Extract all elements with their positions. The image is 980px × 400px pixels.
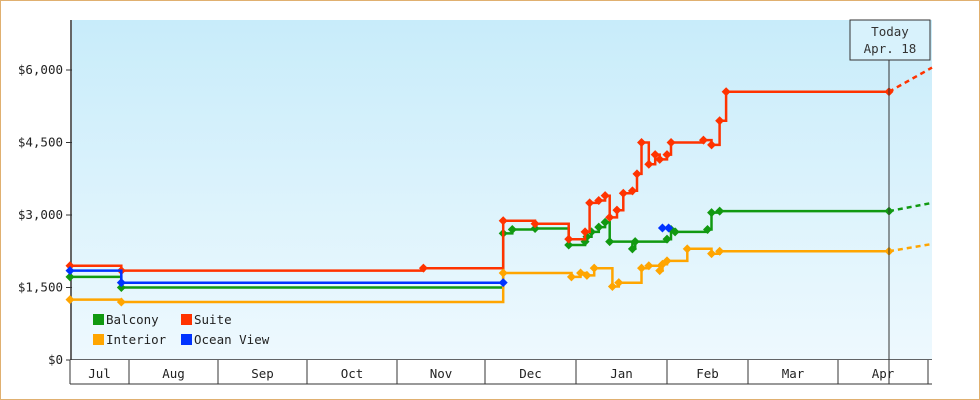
data-point[interactable] — [65, 266, 75, 276]
legend-swatch — [181, 314, 192, 325]
today-box — [849, 19, 931, 61]
legend-swatch — [181, 334, 192, 345]
legend-label: Interior — [106, 332, 167, 347]
data-point[interactable] — [580, 227, 590, 237]
plot-background — [72, 20, 932, 360]
month-label: Nov — [430, 366, 453, 381]
data-point[interactable] — [582, 270, 592, 280]
data-point[interactable] — [116, 283, 126, 292]
data-point[interactable] — [630, 237, 640, 247]
data-point[interactable] — [618, 188, 628, 198]
data-point[interactable] — [707, 249, 717, 259]
data-point[interactable] — [65, 295, 75, 305]
data-point[interactable] — [627, 244, 637, 254]
data-point[interactable] — [666, 138, 676, 147]
data-point[interactable] — [715, 246, 725, 256]
data-point[interactable] — [662, 150, 672, 160]
data-point[interactable] — [507, 225, 517, 234]
data-point[interactable] — [116, 278, 126, 288]
data-point[interactable] — [116, 297, 126, 307]
month-label: Oct — [341, 366, 364, 381]
data-point[interactable] — [605, 237, 615, 247]
data-point[interactable] — [566, 272, 576, 282]
data-point[interactable] — [498, 278, 508, 288]
month-label: Dec — [519, 366, 542, 381]
today-date: Apr. 18 — [864, 41, 917, 56]
data-point[interactable] — [707, 208, 717, 218]
data-point[interactable] — [707, 140, 717, 150]
data-point[interactable] — [721, 87, 731, 97]
data-point[interactable] — [498, 216, 508, 226]
data-point[interactable] — [664, 223, 674, 233]
month-band — [70, 360, 932, 384]
month-label: Apr — [872, 366, 895, 381]
month-label: Feb — [696, 366, 719, 381]
data-point[interactable] — [657, 223, 667, 233]
data-point[interactable] — [637, 263, 647, 273]
data-point[interactable] — [65, 261, 75, 271]
data-point[interactable] — [607, 282, 617, 292]
month-label: Sep — [251, 366, 274, 381]
data-point[interactable] — [698, 135, 708, 145]
data-point[interactable] — [703, 225, 712, 234]
data-point[interactable] — [65, 272, 75, 282]
data-point[interactable] — [670, 227, 680, 237]
data-point[interactable] — [632, 169, 642, 179]
month-label: Aug — [162, 366, 185, 381]
y-tick-label: $3,000 — [18, 207, 63, 222]
data-point[interactable] — [662, 256, 672, 266]
legend-swatch — [93, 314, 104, 325]
data-point[interactable] — [600, 217, 610, 227]
legend-swatch — [93, 334, 104, 345]
data-point[interactable] — [418, 263, 428, 273]
y-tick-label: $4,500 — [18, 135, 63, 150]
data-point[interactable] — [627, 186, 637, 196]
legend-label: Ocean View — [194, 332, 270, 347]
data-point[interactable] — [589, 263, 599, 273]
data-point[interactable] — [594, 196, 604, 205]
data-point[interactable] — [594, 222, 604, 232]
month-label: Jul — [88, 366, 111, 381]
data-point[interactable] — [585, 198, 595, 208]
month-label: Jan — [610, 366, 633, 381]
forecast-line — [888, 201, 933, 213]
data-point[interactable] — [605, 212, 615, 222]
y-tick-label: $6,000 — [18, 62, 63, 77]
data-point[interactable] — [682, 244, 692, 254]
legend-label: Suite — [194, 312, 232, 327]
data-point[interactable] — [644, 159, 654, 169]
data-point[interactable] — [498, 268, 508, 278]
data-point[interactable] — [650, 150, 660, 160]
data-point[interactable] — [715, 116, 725, 126]
data-point[interactable] — [600, 191, 610, 201]
data-point[interactable] — [564, 234, 574, 244]
series-line — [70, 269, 504, 284]
data-point[interactable] — [530, 219, 540, 229]
data-point[interactable] — [530, 224, 540, 234]
data-point[interactable] — [715, 206, 725, 216]
data-point[interactable] — [612, 205, 622, 215]
legend-label: Balcony — [106, 312, 159, 327]
data-point[interactable] — [655, 266, 665, 276]
today-label: Today — [871, 24, 909, 39]
data-point[interactable] — [614, 278, 624, 288]
data-point[interactable] — [564, 240, 574, 250]
forecast-line — [888, 242, 933, 253]
data-point[interactable] — [662, 234, 672, 244]
data-point[interactable] — [644, 261, 654, 271]
data-point[interactable] — [655, 154, 665, 164]
y-tick-label: $1,500 — [18, 280, 63, 295]
month-label: Mar — [782, 366, 805, 381]
data-point[interactable] — [637, 138, 647, 147]
y-tick-label: $0 — [48, 352, 63, 367]
